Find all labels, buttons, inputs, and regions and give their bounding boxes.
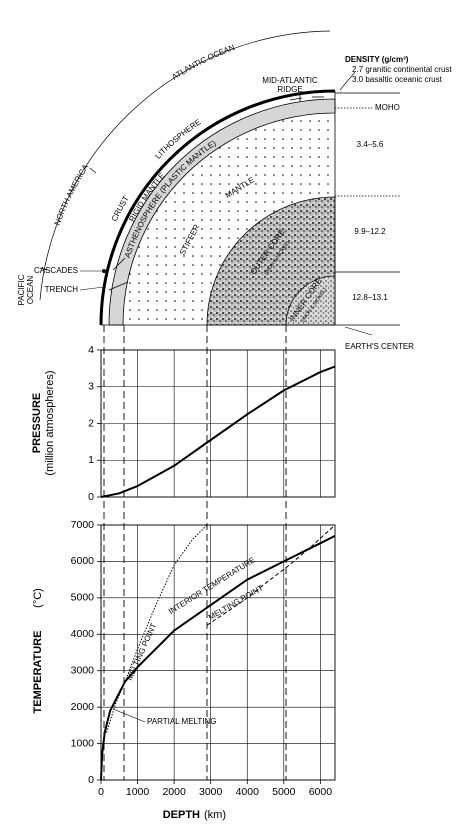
continent-label: NORTH AMERICA [53,162,91,226]
y-axis-label: (°C) [32,588,44,608]
y-axis-label: PRESSURE [31,393,43,454]
ocean-label: PACIFIC [17,274,26,305]
ocean-label: ATLANTIC OCEAN [170,43,236,82]
y-tick-label: 0 [88,491,94,503]
y-tick-label: 4 [88,344,94,356]
x-tick-label: 6000 [309,786,333,798]
y-axis-label: TEMPERATURE [32,631,44,714]
density-title: DENSITY (g/cm³) [345,55,409,64]
center-label: EARTH'S CENTER [345,342,414,351]
feature-label: RIDGE [277,85,302,94]
y-tick-label: 4000 [71,628,95,640]
continent-label: NORTH AMERICA [53,162,91,226]
feature-label: MID-ATLANTIC [262,76,318,85]
moho-label: MOHO [375,103,400,112]
density-range: 12.8–13.1 [352,293,388,302]
y-tick-label: 3000 [71,664,95,676]
x-axis-label: DEPTH [163,809,200,821]
series-line [100,535,336,781]
y-axis-label: (million atmospheres) [44,370,56,475]
y-tick-label: 3 [88,381,94,393]
feature-label: CASCADES [34,266,78,275]
annotation: PARTIAL MELTING [147,717,217,726]
x-tick-label: 5000 [272,786,296,798]
x-tick-label: 1000 [126,786,150,798]
y-tick-label: 6000 [71,555,95,567]
y-tick-label: 1000 [71,737,95,749]
x-tick-label: 3000 [199,786,223,798]
ocean-label: OCEAN [26,276,35,305]
x-tick-label: 2000 [162,786,186,798]
series-label: INTERIOR TEMPERATURE [167,555,257,616]
density-label: 2.7 granitic continental crust [352,65,452,74]
x-tick-label: 0 [98,786,104,798]
y-tick-label: 7000 [71,519,95,531]
feature-label: TRENCH [45,285,79,294]
y-tick-label: 0 [88,774,94,786]
y-tick-label: 2 [88,417,94,429]
series-line [100,365,336,498]
density-range: 3.4–5.6 [357,140,384,149]
y-tick-label: 5000 [71,592,95,604]
leader-line [112,708,146,723]
density-range: 9.9–12.2 [354,227,386,236]
cross-section [39,30,400,780]
y-tick-label: 2000 [71,701,95,713]
series-line [206,524,336,626]
ocean-label: ATLANTIC OCEAN [170,43,236,82]
x-axis-label: (km) [204,809,226,821]
y-tick-label: 1 [88,454,94,466]
density-label: 3.0 basaltic oceanic crust [352,75,443,84]
x-tick-label: 4000 [236,786,260,798]
